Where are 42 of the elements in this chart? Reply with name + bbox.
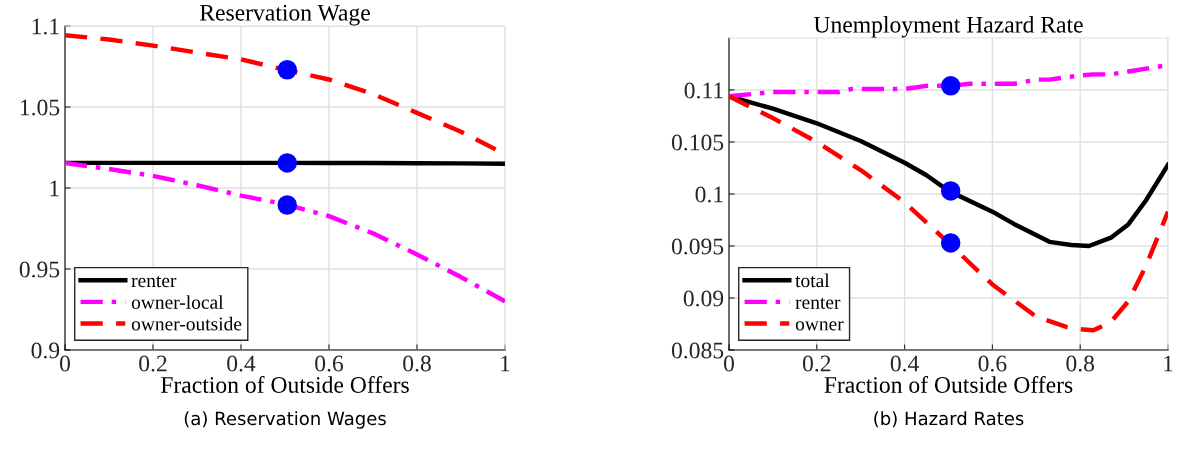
x-axis-title: Fraction of Outside Offers xyxy=(160,376,409,393)
y-tick-label: 0.9 xyxy=(31,342,60,359)
legend-label: renter xyxy=(131,276,177,288)
legend-label: total xyxy=(795,273,830,288)
legend-label: renter xyxy=(795,297,841,309)
y-tick-label: 0.085 xyxy=(671,342,724,359)
y-tick-label: 1.05 xyxy=(20,99,60,116)
x-tick-label: 1 xyxy=(501,355,510,372)
x-tick-label: 0.8 xyxy=(1066,355,1095,372)
x-tick-label: 0.6 xyxy=(978,355,1007,372)
point xyxy=(277,59,297,80)
point xyxy=(940,181,961,201)
x-tick-label: 0.4 xyxy=(227,355,256,372)
x-tick-label: 0.2 xyxy=(139,355,167,372)
point xyxy=(940,233,961,253)
point xyxy=(277,153,297,173)
y-tick-label: 1 xyxy=(50,180,59,197)
x-tick-label: 0.8 xyxy=(403,355,431,372)
x-tick-label: 0.6 xyxy=(315,355,344,372)
x-tick-label: 0.4 xyxy=(890,355,919,372)
x-tick-label: 0 xyxy=(724,355,734,372)
text: (a) Reservation Wages xyxy=(184,411,386,429)
y-tick-label: 0.095 xyxy=(671,238,724,255)
y-tick-label: 1.1 xyxy=(32,18,59,35)
chart-title: Unemployment Hazard Rate xyxy=(813,16,1083,38)
text: (b) Hazard Rates xyxy=(874,411,1024,428)
legend-label: owner-outside xyxy=(131,316,242,331)
x-tick-label: 0 xyxy=(60,355,70,372)
x-axis-title: Fraction of Outside Offers xyxy=(824,376,1073,393)
legend-label: owner xyxy=(795,321,844,331)
y-tick-label: 0.1 xyxy=(695,186,723,203)
line-series xyxy=(729,94,1168,333)
point xyxy=(277,195,297,215)
x-tick-label: 1 xyxy=(1164,355,1173,372)
chart-title: Reservation Wage xyxy=(199,4,370,26)
legend-label: owner-local xyxy=(131,295,224,309)
y-tick-label: 0.09 xyxy=(683,290,724,307)
point xyxy=(940,76,961,96)
y-tick-label: 0.11 xyxy=(684,82,723,99)
y-tick-label: 0.105 xyxy=(671,134,724,151)
x-tick-label: 0.2 xyxy=(802,355,831,372)
y-tick-label: 0.95 xyxy=(19,261,60,278)
